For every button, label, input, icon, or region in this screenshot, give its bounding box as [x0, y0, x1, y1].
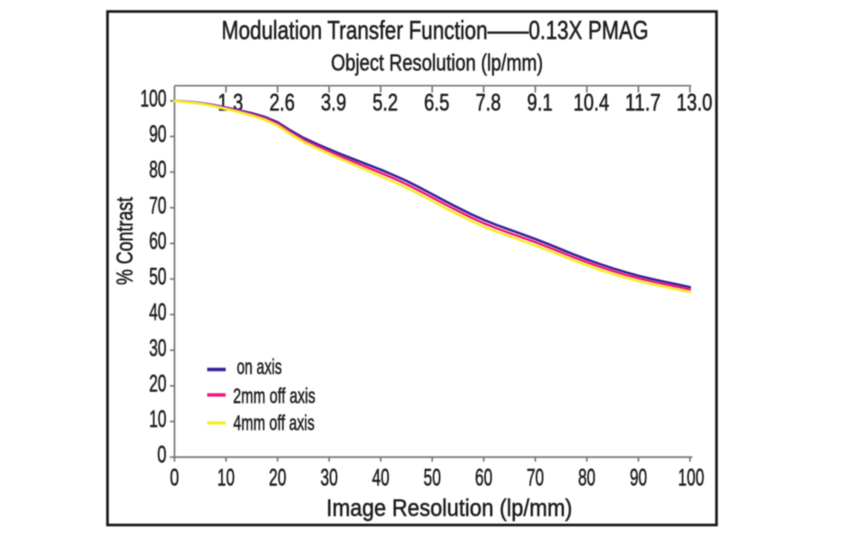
svg-text:10: 10 — [149, 406, 166, 433]
svg-text:80: 80 — [578, 464, 595, 491]
svg-text:2.6: 2.6 — [269, 89, 295, 116]
svg-text:100: 100 — [678, 464, 704, 491]
svg-text:10: 10 — [217, 464, 234, 491]
svg-text:70: 70 — [527, 464, 544, 491]
svg-text:Object Resolution (lp/mm): Object Resolution (lp/mm) — [331, 50, 543, 76]
svg-text:90: 90 — [149, 121, 166, 148]
svg-text:9.1: 9.1 — [527, 89, 553, 116]
svg-text:80: 80 — [149, 157, 166, 184]
svg-text:13.0: 13.0 — [677, 89, 713, 116]
svg-text:11.7: 11.7 — [625, 89, 661, 116]
svg-text:30: 30 — [149, 335, 166, 362]
svg-text:90: 90 — [630, 464, 647, 491]
svg-text:2mm off axis: 2mm off axis — [233, 384, 315, 408]
svg-text:3.9: 3.9 — [321, 89, 347, 116]
svg-text:40: 40 — [149, 299, 166, 326]
svg-text:Modulation Transfer Function——: Modulation Transfer Function——0.13X PMAG — [222, 15, 649, 45]
svg-text:20: 20 — [149, 371, 166, 398]
svg-text:100: 100 — [140, 86, 166, 113]
svg-text:20: 20 — [269, 464, 286, 491]
svg-text:5.2: 5.2 — [372, 89, 398, 116]
svg-text:6.5: 6.5 — [424, 89, 450, 116]
svg-text:70: 70 — [149, 192, 166, 219]
svg-text:40: 40 — [372, 464, 389, 491]
svg-text:7.8: 7.8 — [475, 89, 501, 116]
svg-text:on axis: on axis — [237, 355, 282, 379]
svg-text:60: 60 — [149, 228, 166, 255]
svg-text:50: 50 — [424, 464, 441, 491]
svg-text:60: 60 — [475, 464, 492, 491]
svg-text:% Contrast: % Contrast — [112, 197, 138, 285]
svg-text:0: 0 — [157, 442, 166, 469]
svg-text:10.4: 10.4 — [573, 89, 609, 116]
svg-text:0: 0 — [170, 464, 179, 491]
svg-text:50: 50 — [149, 264, 166, 291]
svg-text:4mm off axis: 4mm off axis — [233, 411, 314, 435]
svg-text:30: 30 — [320, 464, 337, 491]
svg-text:Image Resolution (lp/mm): Image Resolution (lp/mm) — [326, 495, 572, 522]
